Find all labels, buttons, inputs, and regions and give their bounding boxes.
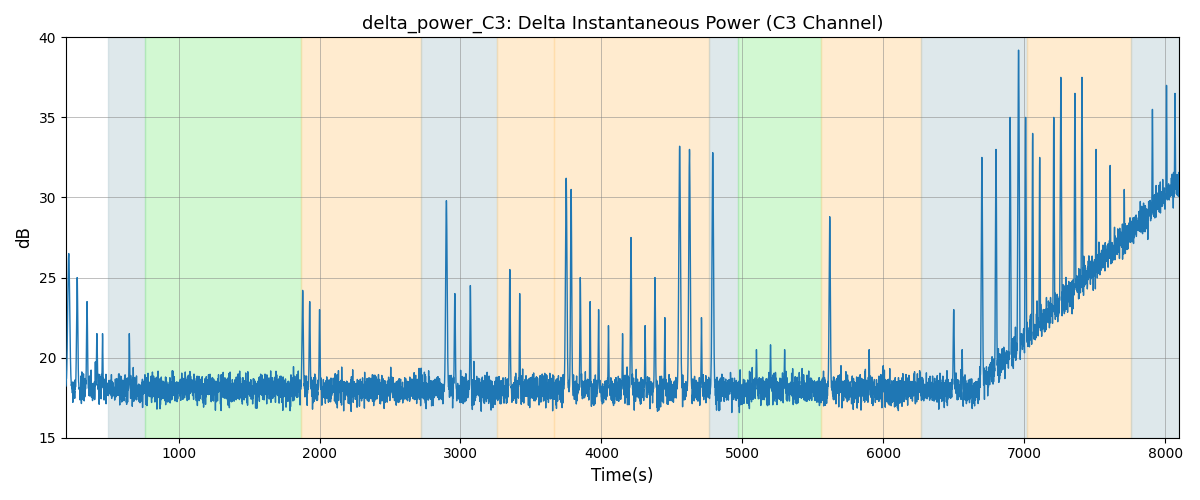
Bar (738, 38, 821, 438)
Bar (708, 38, 738, 438)
Bar (145, 38, 301, 438)
Bar (1132, 38, 1180, 438)
Y-axis label: dB: dB (16, 226, 34, 248)
Title: delta_power_C3: Delta Instantaneous Power (C3 Channel): delta_power_C3: Delta Instantaneous Powe… (362, 15, 883, 34)
Bar (301, 38, 421, 438)
Bar (497, 38, 553, 438)
Bar (108, 38, 145, 438)
Bar (922, 38, 1027, 438)
Bar (1027, 38, 1132, 438)
Bar (553, 38, 708, 438)
Bar (421, 38, 497, 438)
Bar (821, 38, 922, 438)
X-axis label: Time(s): Time(s) (592, 467, 654, 485)
